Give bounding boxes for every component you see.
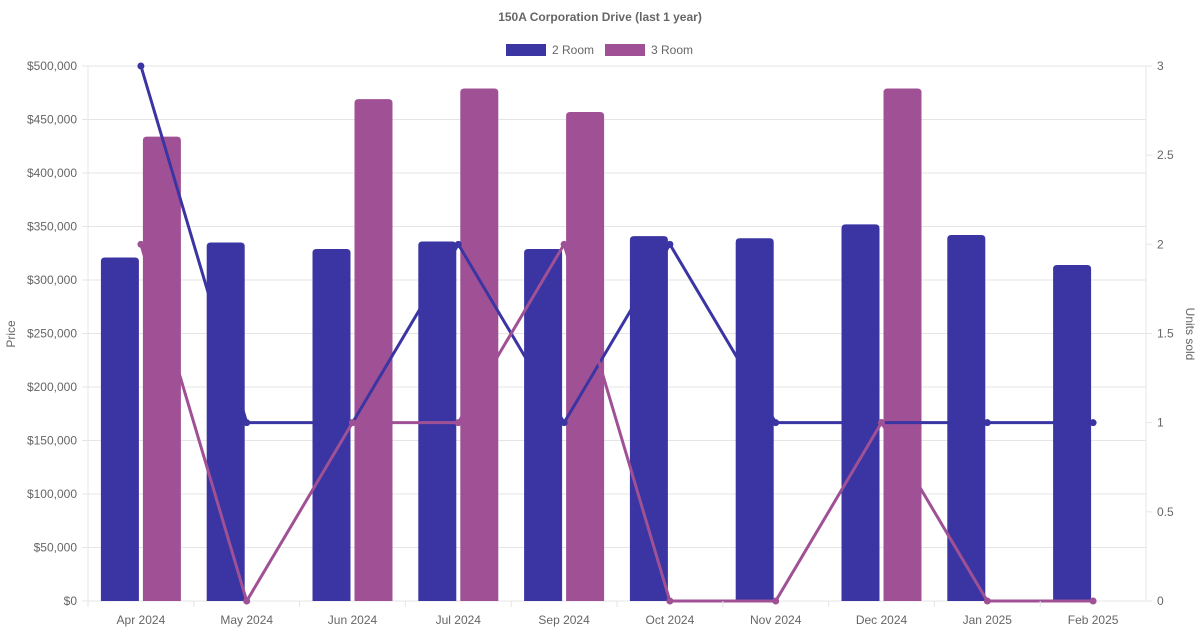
x-tick-label: Oct 2024 bbox=[646, 613, 695, 627]
point-2-room-units bbox=[560, 419, 568, 427]
chart-title: 150A Corporation Drive (last 1 year) bbox=[498, 10, 702, 24]
x-tick-label: Feb 2025 bbox=[1068, 613, 1119, 627]
x-tick-label: Apr 2024 bbox=[117, 613, 166, 627]
point-2-room-units bbox=[454, 240, 462, 248]
legend-swatch bbox=[605, 44, 645, 56]
y-tick-label: $100,000 bbox=[27, 487, 77, 501]
x-tick-label: Jan 2025 bbox=[963, 613, 1013, 627]
y2-tick-label: 1 bbox=[1157, 416, 1164, 430]
point-3-room-units bbox=[878, 419, 885, 427]
y-tick-label: $50,000 bbox=[34, 541, 78, 555]
bar-2-room bbox=[100, 257, 139, 601]
bar-2-room bbox=[841, 224, 880, 602]
line-2-room-units bbox=[139, 65, 1094, 426]
x-tick-label: Jun 2024 bbox=[328, 613, 378, 627]
lines bbox=[137, 62, 1097, 605]
bar-2-room bbox=[206, 242, 245, 602]
point-3-room-units bbox=[1089, 597, 1097, 605]
y-tick-label: $300,000 bbox=[27, 273, 77, 287]
x-tick-label: Nov 2024 bbox=[750, 613, 802, 627]
point-3-room-units bbox=[349, 419, 356, 427]
point-3-room-units bbox=[983, 597, 991, 605]
point-3-room-units bbox=[666, 597, 674, 605]
y2-tick-label: 0 bbox=[1157, 594, 1164, 608]
point-2-room-units bbox=[772, 419, 780, 427]
y-tick-label: $0 bbox=[64, 594, 78, 608]
point-2-room-units bbox=[983, 419, 991, 427]
y-tick-label: $500,000 bbox=[27, 59, 77, 73]
bar-2-room bbox=[735, 238, 774, 601]
bar-3-room bbox=[354, 99, 393, 602]
y-tick-label: $200,000 bbox=[27, 380, 77, 394]
axes: $0 $50,000 $100,000 $150,000 $200,000 $250,00… bbox=[27, 59, 1174, 627]
line-3-room-units bbox=[139, 240, 1094, 605]
point-3-room-units bbox=[772, 597, 780, 605]
legend-label: 2 Room bbox=[552, 43, 594, 57]
point-2-room-units bbox=[666, 240, 674, 248]
bar-2-room bbox=[312, 248, 351, 601]
legend-label: 3 Room bbox=[651, 43, 693, 57]
bar-2-room bbox=[524, 248, 563, 601]
y-tick-label: $350,000 bbox=[27, 220, 77, 234]
point-2-room-units bbox=[1089, 419, 1097, 427]
bar-2-room bbox=[629, 236, 668, 601]
y2-tick-label: 0.5 bbox=[1157, 505, 1174, 519]
y2-tick-label: 2.5 bbox=[1157, 148, 1174, 162]
y2-tick-label: 1.5 bbox=[1157, 327, 1174, 341]
y2-tick-label: 3 bbox=[1157, 59, 1164, 73]
point-3-room-units bbox=[137, 240, 145, 248]
y-axis-label: Price bbox=[4, 320, 18, 348]
y-tick-label: $450,000 bbox=[27, 113, 77, 127]
bar-3-room bbox=[566, 112, 605, 601]
point-3-room-units bbox=[243, 597, 251, 605]
point-2-room-units bbox=[137, 62, 145, 70]
x-tick-label: Jul 2024 bbox=[436, 613, 482, 627]
bar-3-room bbox=[460, 88, 499, 602]
x-tick-label: Sep 2024 bbox=[538, 613, 590, 627]
y-tick-label: $250,000 bbox=[27, 327, 77, 341]
point-3-room-units bbox=[454, 419, 462, 427]
x-tick-label: Dec 2024 bbox=[856, 613, 908, 627]
legend-swatch bbox=[506, 44, 546, 56]
y-tick-label: $150,000 bbox=[27, 434, 77, 448]
point-3-room-units bbox=[560, 240, 568, 248]
x-tick-label: May 2024 bbox=[220, 613, 273, 627]
point-2-room-units bbox=[243, 419, 251, 427]
bar-2-room bbox=[947, 235, 986, 601]
legend: 2 Room 3 Room bbox=[506, 43, 693, 57]
bar-3-room bbox=[883, 88, 922, 602]
y-tick-label: $400,000 bbox=[27, 166, 77, 180]
y2-axis-label: Units sold bbox=[1183, 308, 1197, 361]
y2-tick-label: 2 bbox=[1157, 237, 1164, 251]
bar-3-room bbox=[142, 136, 181, 601]
bar-2-room bbox=[1053, 265, 1092, 601]
